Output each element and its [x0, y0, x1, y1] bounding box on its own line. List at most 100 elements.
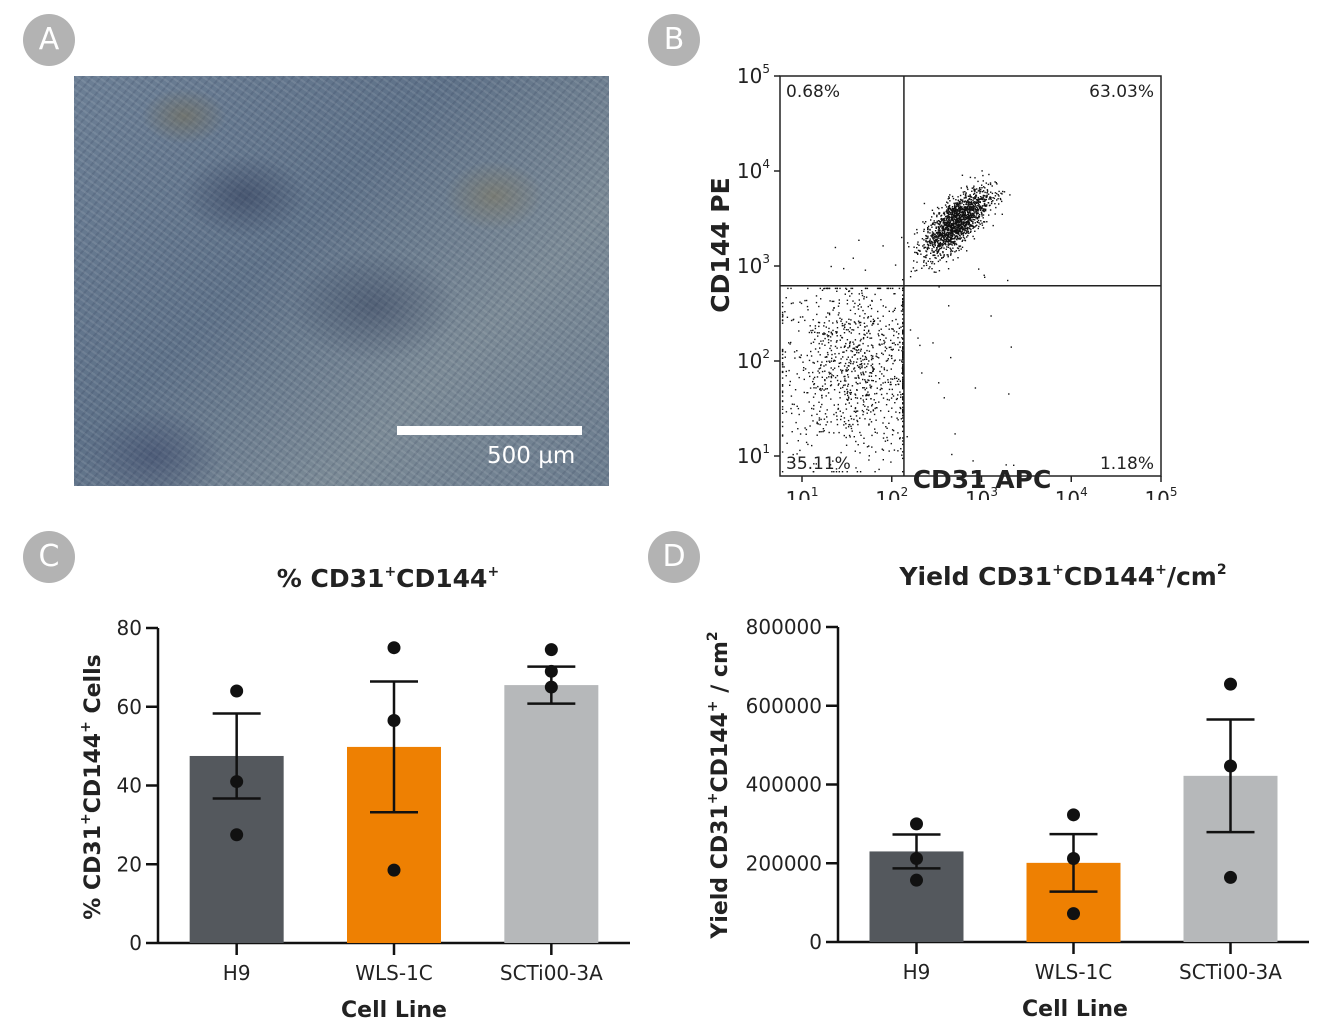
- flow-event: [792, 453, 794, 456]
- flow-event: [847, 365, 849, 367]
- flow-event: [983, 274, 985, 276]
- flow-event: [887, 358, 889, 360]
- flow-event: [967, 221, 970, 224]
- flow-event: [830, 349, 833, 352]
- flow-event: [862, 404, 865, 406]
- flow-event: [859, 357, 862, 360]
- flow-event: [819, 387, 821, 390]
- flow-event: [943, 219, 946, 221]
- flow-event: [886, 287, 888, 290]
- flow-event: [818, 368, 820, 370]
- flow-event: [848, 322, 850, 325]
- flow-event: [998, 203, 1000, 205]
- flow-event: [825, 364, 827, 366]
- flow-event: [931, 241, 933, 243]
- flow-event: [919, 250, 921, 252]
- flow-event: [812, 380, 814, 383]
- flow-event: [970, 213, 972, 215]
- flow-event: [893, 293, 895, 295]
- flow-event: [822, 333, 824, 335]
- flow-event: [951, 213, 953, 215]
- flow-event: [839, 287, 841, 290]
- flow-event: [895, 318, 897, 321]
- data-point: [230, 684, 244, 698]
- flow-event: [960, 199, 962, 201]
- flow-event: [879, 320, 881, 322]
- flow-event: [932, 254, 934, 257]
- flow-event: [845, 369, 847, 371]
- flow-event: [931, 262, 933, 265]
- flow-event: [859, 382, 861, 384]
- flow-event: [955, 208, 957, 210]
- flow-event: [869, 386, 872, 388]
- flow-event: [954, 216, 956, 218]
- flow-event: [967, 216, 969, 218]
- flow-event: [953, 216, 955, 218]
- flow-event: [824, 287, 826, 290]
- flow-event: [989, 182, 992, 184]
- flow-event: [953, 211, 955, 213]
- flow-event: [795, 421, 797, 424]
- flow-event: [891, 388, 893, 391]
- flow-event: [969, 219, 971, 221]
- flow-event: [966, 210, 968, 212]
- flow-event: [818, 305, 820, 308]
- flow-event: [964, 215, 966, 217]
- flow-event: [902, 347, 904, 350]
- flow-event: [920, 253, 922, 255]
- flow-event: [807, 287, 809, 290]
- flow-event: [981, 170, 983, 172]
- flow-event: [962, 213, 964, 215]
- flow-event: [860, 306, 862, 308]
- flow-event: [811, 407, 813, 410]
- flow-event: [830, 265, 832, 268]
- flow-event: [879, 344, 881, 346]
- flow-event: [842, 369, 844, 372]
- flow-event: [977, 196, 979, 199]
- flow-event: [809, 425, 811, 427]
- flow-event: [876, 432, 878, 434]
- flow-event: [958, 230, 961, 232]
- flow-event: [902, 357, 904, 359]
- flow-event: [984, 208, 986, 211]
- flow-event: [913, 260, 915, 262]
- flow-event: [931, 226, 933, 228]
- flow-event: [853, 436, 855, 438]
- flow-event: [951, 223, 953, 225]
- flow-event: [978, 225, 980, 228]
- flow-event: [870, 375, 873, 377]
- flow-event: [809, 375, 811, 378]
- flow-event: [902, 346, 904, 349]
- flow-event: [981, 196, 983, 199]
- flow-event: [949, 247, 951, 249]
- flow-event: [888, 310, 890, 312]
- flow-event: [882, 422, 884, 424]
- flow-event: [907, 242, 909, 244]
- x-axis-ticks: 101 102 103 104 105: [785, 476, 1178, 500]
- flow-event: [836, 321, 838, 324]
- flow-event: [819, 287, 821, 290]
- flow-event: [972, 208, 975, 210]
- flow-event: [799, 433, 802, 435]
- flow-event: [874, 407, 876, 410]
- flow-event: [937, 231, 939, 233]
- flow-event: [781, 451, 784, 453]
- flow-event: [1001, 193, 1003, 195]
- flow-event: [967, 200, 969, 203]
- flow-event: [781, 316, 784, 318]
- flow-event: [980, 211, 983, 213]
- micrograph-image: 500 µm: [74, 76, 609, 486]
- flow-event: [781, 319, 784, 321]
- flow-event: [857, 308, 860, 310]
- flow-event: [949, 231, 951, 234]
- flow-event: [823, 418, 826, 420]
- flow-event: [781, 313, 784, 316]
- flow-event: [812, 408, 815, 410]
- flow-event: [848, 434, 851, 437]
- flow-event: [937, 255, 939, 257]
- flow-event: [998, 190, 1000, 193]
- flow-event: [992, 224, 994, 227]
- flow-event: [874, 471, 876, 473]
- flow-event: [883, 416, 886, 419]
- flow-event: [831, 353, 833, 356]
